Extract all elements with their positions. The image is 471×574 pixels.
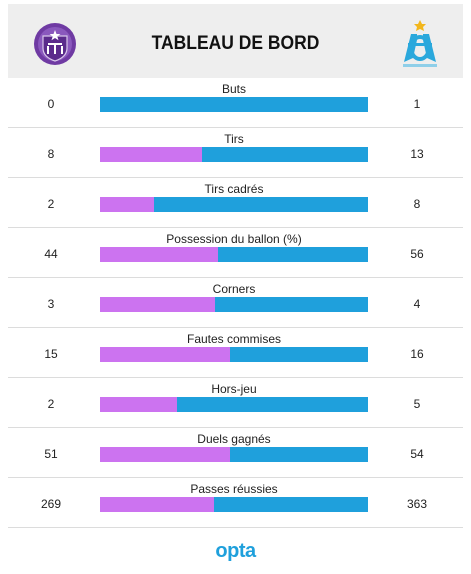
home-bar-segment	[100, 297, 215, 312]
comparison-bar	[100, 97, 368, 112]
stat-label: Buts	[221, 82, 246, 96]
stat-label: Possession du ballon (%)	[166, 232, 302, 246]
home-bar-segment	[100, 347, 230, 362]
away-value: 8	[413, 197, 421, 211]
opta-logo: opta	[215, 540, 256, 562]
home-bar-segment	[100, 447, 231, 462]
comparison-bar	[100, 497, 368, 512]
home-value: 269	[40, 497, 62, 511]
away-bar-segment	[202, 147, 368, 162]
comparison-bar	[100, 197, 368, 212]
home-bar-segment	[100, 397, 177, 412]
stat-label: Duels gagnés	[197, 432, 271, 446]
stat-label: Tirs	[224, 132, 244, 146]
stat-row: Buts 0 1	[8, 78, 463, 128]
away-bar-segment	[230, 447, 368, 462]
home-value: 2	[47, 397, 55, 411]
stat-row: Tirs cadrés 2 8	[8, 178, 463, 228]
comparison-bar	[100, 247, 368, 262]
away-value: 4	[413, 297, 421, 311]
home-value: 0	[47, 97, 55, 111]
stat-row: Passes réussies 269 363	[8, 478, 463, 528]
away-value: 1	[413, 97, 421, 111]
away-value: 363	[406, 497, 428, 511]
home-value: 2	[47, 197, 55, 211]
stat-row: Tirs 8 13	[8, 128, 463, 178]
comparison-bar	[100, 147, 368, 162]
home-bar-segment	[100, 197, 154, 212]
toulouse-fc-crest-icon	[33, 22, 77, 66]
away-value: 16	[410, 347, 424, 361]
away-bar-segment	[100, 97, 368, 112]
away-bar-segment	[214, 297, 368, 312]
stat-row: Corners 3 4	[8, 278, 463, 328]
scoreboard-header: TABLEAU DE BORD	[8, 4, 463, 78]
stat-row: Hors-jeu 2 5	[8, 378, 463, 428]
stat-label: Tirs cadrés	[204, 182, 264, 196]
home-value: 44	[44, 247, 58, 261]
stat-label: Fautes commises	[186, 332, 282, 346]
home-bar-segment	[100, 497, 215, 512]
away-bar-segment	[217, 247, 368, 262]
away-value: 56	[410, 247, 424, 261]
page-title: TABLEAU DE BORD	[151, 33, 320, 54]
away-value: 13	[410, 147, 424, 161]
home-bar-segment	[100, 147, 203, 162]
stat-label: Passes réussies	[190, 482, 278, 496]
stats-list: Buts 0 1 Tirs 8 13 Tirs cadrés 2 8 Possession du …	[8, 78, 463, 528]
comparison-bar	[100, 447, 368, 462]
olympique-de-marseille-crest-icon	[395, 18, 445, 72]
stat-row: Fautes commises 15 16	[8, 328, 463, 378]
away-value: 54	[410, 447, 424, 461]
away-bar-segment	[176, 397, 368, 412]
home-value: 15	[44, 347, 58, 361]
away-value: 5	[413, 397, 421, 411]
comparison-bar	[100, 297, 368, 312]
home-value: 51	[44, 447, 58, 461]
stat-label: Hors-jeu	[211, 382, 257, 396]
stat-row: Possession du ballon (%) 44 56	[8, 228, 463, 278]
away-bar-segment	[229, 347, 368, 362]
comparison-bar	[100, 347, 368, 362]
comparison-bar	[100, 397, 368, 412]
stat-label: Corners	[212, 282, 256, 296]
stat-row: Duels gagnés 51 54	[8, 428, 463, 478]
home-value: 3	[47, 297, 55, 311]
home-bar-segment	[100, 247, 218, 262]
home-value: 8	[47, 147, 55, 161]
away-bar-segment	[153, 197, 368, 212]
away-bar-segment	[214, 497, 368, 512]
